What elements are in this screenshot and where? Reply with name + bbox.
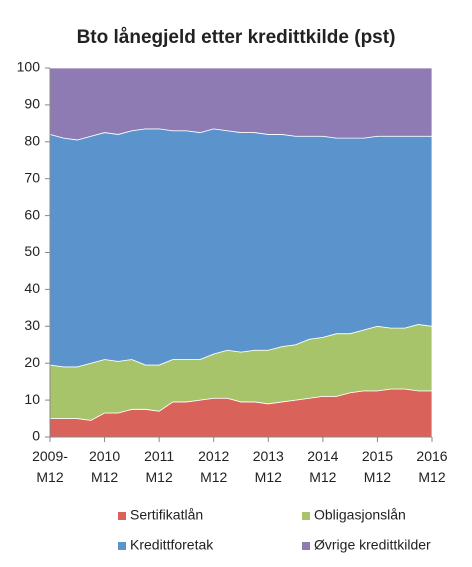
legend-swatch [118,542,126,550]
x-tick-label: 2014 M12 [307,448,338,485]
x-tick-label-line: 2011 [144,448,174,464]
legend-swatch [302,512,310,520]
y-tick-label: 70 [24,169,40,185]
legend-label: Kredittforetak [130,537,214,553]
y-tick-label: 100 [17,59,41,75]
x-tick-label: 2013 M12 [253,448,284,485]
x-tick-label-line: M12 [255,469,282,485]
y-tick-label: 50 [24,243,40,259]
y-tick-label: 80 [24,133,40,149]
x-tick-label: 2012 M12 [198,448,229,485]
x-tick-label-line: M12 [200,469,227,485]
x-tick-label-line: 2016 [416,448,447,464]
legend-label: Øvrige kredittkilder [314,537,431,553]
x-tick-label-line: M12 [146,469,173,485]
chart-title: Bto lånegjeld etter kredittkilde (pst) [77,27,396,48]
x-tick-label-line: 2014 [307,448,338,464]
x-tick-label: 2016 M12 [416,448,447,485]
y-tick-label: 60 [24,206,40,222]
area [49,67,433,141]
legend-swatch [118,512,126,520]
y-tick-label: 40 [24,280,40,296]
legend-swatch [302,542,310,550]
x-tick-label-line: M12 [309,469,336,485]
x-tick-label: 2009- M12 [32,448,68,485]
x-tick-label-line: 2012 [198,448,229,464]
x-tick-label: 2011 M12 [144,448,174,485]
x-tick-label: 2015 M12 [362,448,393,485]
x-tick-label-line: M12 [364,469,391,485]
y-tick-label: 10 [24,391,40,407]
y-tick-label: 20 [24,354,40,370]
y-tick-label: 0 [32,428,40,444]
x-tick-label: 2010 M12 [89,448,120,485]
x-tick-label-line: M12 [91,469,118,485]
y-tick-label: 30 [24,317,40,333]
x-tick-label-line: 2015 [362,448,393,464]
legend-label: Obligasjonslån [314,507,406,523]
x-tick-label-line: M12 [418,469,445,485]
x-tick-label-line: 2013 [253,448,284,464]
x-tick-label-line: 2009- [32,448,68,464]
y-tick-label: 90 [24,96,40,112]
legend-label: Sertifikatlån [130,507,203,523]
x-tick-label-line: 2010 [89,448,120,464]
x-tick-label-line: M12 [36,469,63,485]
